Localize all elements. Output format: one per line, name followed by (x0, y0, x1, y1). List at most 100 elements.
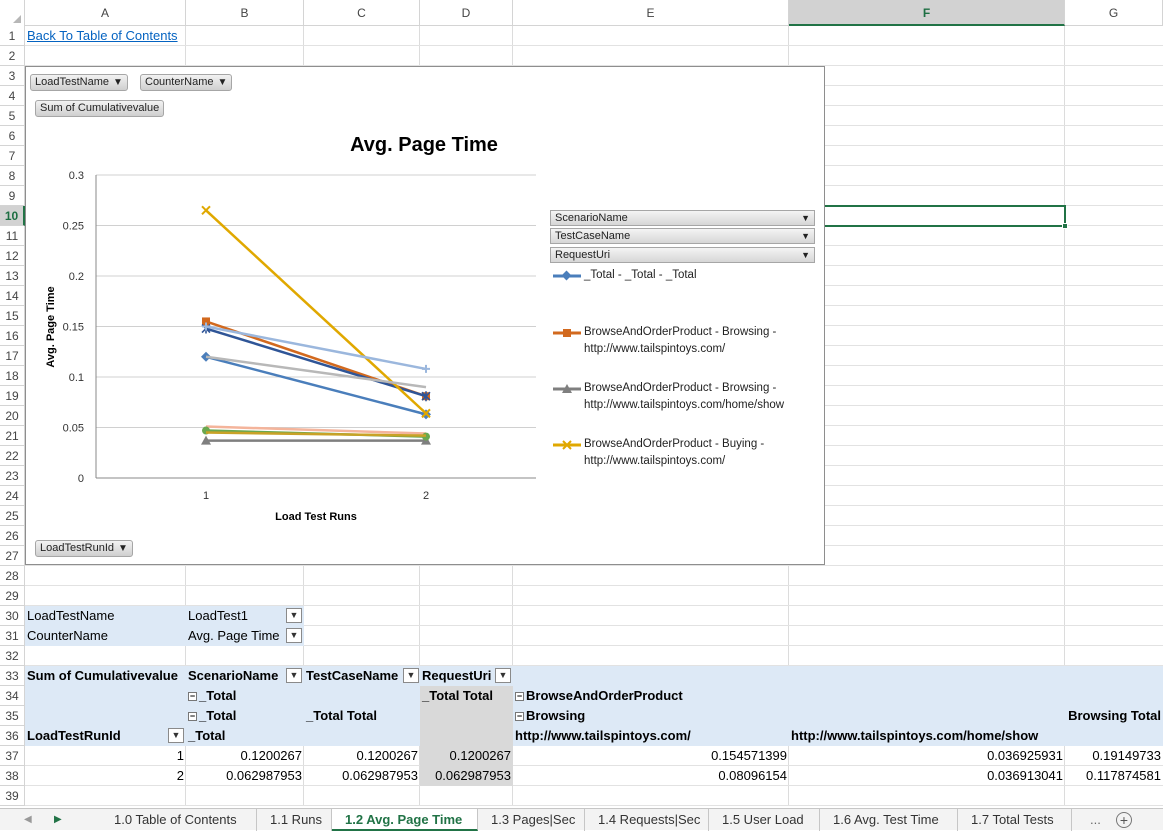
sheet-tab[interactable]: 1.0 Table of Contents (101, 809, 257, 831)
pivot-row-id[interactable]: 2 (176, 768, 184, 783)
sheet-tab[interactable]: 1.2 Avg. Page Time (332, 809, 478, 831)
select-all-corner[interactable] (0, 0, 25, 26)
pivot-group-total-1[interactable]: − _Total (186, 686, 304, 706)
collapse-icon[interactable]: − (188, 711, 197, 722)
row-header-23[interactable]: 23 (0, 466, 25, 486)
pivot-cell[interactable]: 0.1200267 (240, 748, 302, 763)
row-header-35[interactable]: 35 (0, 706, 25, 726)
sheet-tab[interactable]: 1.4 Requests|Sec (585, 809, 709, 831)
column-header-a[interactable]: A (25, 0, 186, 26)
column-header-b[interactable]: B (186, 0, 304, 26)
collapse-icon[interactable]: − (515, 711, 524, 722)
x-axis-title: Load Test Runs (275, 511, 357, 523)
row-header-24[interactable]: 24 (0, 486, 25, 506)
row-header-37[interactable]: 37 (0, 746, 25, 766)
pivot-cell[interactable]: 0.1200267 (449, 748, 511, 763)
row-header-27[interactable]: 27 (0, 546, 25, 566)
sheet-tab[interactable]: 1.1 Runs (257, 809, 332, 831)
row-header-16[interactable]: 16 (0, 326, 25, 346)
sheet-tab[interactable]: 1.5 User Load (709, 809, 820, 831)
row-header-34[interactable]: 34 (0, 686, 25, 706)
column-header-d[interactable]: D (420, 0, 513, 26)
scenario-dropdown[interactable]: ▼ (286, 668, 302, 683)
pivot-cell[interactable]: 0.08096154 (718, 768, 787, 783)
row-header-12[interactable]: 12 (0, 246, 25, 266)
legend-field-testcasename[interactable]: TestCaseName ▼ (550, 228, 815, 244)
row-header-39[interactable]: 39 (0, 786, 25, 806)
row-field-dropdown[interactable]: ▼ (168, 728, 184, 743)
row-header-18[interactable]: 18 (0, 366, 25, 386)
column-header-f[interactable]: F (789, 0, 1065, 26)
row-header-32[interactable]: 32 (0, 646, 25, 666)
pivot-cell[interactable]: 0.036913041 (987, 768, 1063, 783)
legend-field-requesturi[interactable]: RequestUri ▼ (550, 247, 815, 263)
pivot-cell[interactable]: 0.062987953 (226, 768, 302, 783)
fill-handle[interactable] (1062, 223, 1068, 229)
row-header-36[interactable]: 36 (0, 726, 25, 746)
pivot-cell[interactable]: 0.062987953 (435, 768, 511, 783)
row-header-14[interactable]: 14 (0, 286, 25, 306)
pivot-cell[interactable]: 0.154571399 (711, 748, 787, 763)
column-header-g[interactable]: G (1065, 0, 1163, 26)
row-header-5[interactable]: 5 (0, 106, 25, 126)
row-header-25[interactable]: 25 (0, 506, 25, 526)
requesturi-dropdown[interactable]: ▼ (495, 668, 511, 683)
back-to-toc-link[interactable]: Back To Table of Contents (27, 28, 178, 43)
row-header-30[interactable]: 30 (0, 606, 25, 626)
chart-values-button[interactable]: Sum of Cumulativevalue (35, 100, 165, 117)
chart-filter-loadtestname[interactable]: LoadTestName ▼ (30, 74, 128, 91)
row-header-28[interactable]: 28 (0, 566, 25, 586)
pivot-group-total-2[interactable]: − _Total (186, 706, 304, 726)
selected-cell-f10[interactable] (789, 205, 1066, 227)
sheet-tab[interactable]: 1.3 Pages|Sec (478, 809, 585, 831)
row-header-33[interactable]: 33 (0, 666, 25, 686)
column-header-e[interactable]: E (513, 0, 789, 26)
filter-dropdown-countername[interactable]: ▼ (286, 628, 302, 643)
legend-text: http://www.tailspintoys.com/ (584, 343, 726, 355)
collapse-icon[interactable]: − (515, 691, 524, 702)
row-header-17[interactable]: 17 (0, 346, 25, 366)
pivot-chart[interactable]: LoadTestName ▼ CounterName ▼ Sum of Cumula… (25, 66, 825, 565)
scroll-tabs-left-icon[interactable]: ◀ (24, 814, 32, 825)
row-header-31[interactable]: 31 (0, 626, 25, 646)
row-header-3[interactable]: 3 (0, 66, 25, 86)
sheet-tab[interactable]: 1.7 Total Tests (958, 809, 1072, 831)
add-sheet-icon[interactable]: + (1116, 812, 1132, 828)
row-header-11[interactable]: 11 (0, 226, 25, 246)
row-header-15[interactable]: 15 (0, 306, 25, 326)
pivot-cell[interactable]: 0.19149733 (1092, 748, 1161, 763)
more-tabs-icon[interactable]: ... (1090, 812, 1101, 827)
row-header-29[interactable]: 29 (0, 586, 25, 606)
row-header-4[interactable]: 4 (0, 86, 25, 106)
row-header-38[interactable]: 38 (0, 766, 25, 786)
pivot-group-browsing[interactable]: − Browsing (513, 706, 789, 726)
scroll-tabs-right-icon[interactable]: ▶ (54, 814, 62, 825)
legend-field-scenarioname[interactable]: ScenarioName ▼ (550, 210, 815, 226)
column-header-c[interactable]: C (304, 0, 420, 26)
pivot-cell[interactable]: 0.036925931 (987, 748, 1063, 763)
row-header-22[interactable]: 22 (0, 446, 25, 466)
testcase-dropdown[interactable]: ▼ (403, 668, 419, 683)
collapse-icon[interactable]: − (188, 691, 197, 702)
pivot-cell[interactable]: 0.117874581 (1086, 768, 1161, 783)
row-header-21[interactable]: 21 (0, 426, 25, 446)
row-header-2[interactable]: 2 (0, 46, 25, 66)
row-header-26[interactable]: 26 (0, 526, 25, 546)
row-header-1[interactable]: 1 (0, 26, 25, 46)
row-header-13[interactable]: 13 (0, 266, 25, 286)
row-header-10[interactable]: 10 (0, 206, 25, 226)
chart-axis-field-button[interactable]: LoadTestRunId ▼ (35, 540, 133, 557)
row-header-20[interactable]: 20 (0, 406, 25, 426)
chart-filter-countername[interactable]: CounterName ▼ (140, 74, 233, 91)
pivot-cell[interactable]: 0.1200267 (356, 748, 418, 763)
row-header-8[interactable]: 8 (0, 166, 25, 186)
row-header-7[interactable]: 7 (0, 146, 25, 166)
sheet-tab[interactable]: 1.6 Avg. Test Time (820, 809, 958, 831)
row-header-19[interactable]: 19 (0, 386, 25, 406)
pivot-row-id[interactable]: 1 (176, 748, 184, 763)
pivot-cell[interactable]: 0.062987953 (342, 768, 418, 783)
pivot-group-browse[interactable]: − BrowseAndOrderProduct (513, 686, 789, 706)
filter-dropdown-loadtestname[interactable]: ▼ (286, 608, 302, 623)
row-header-6[interactable]: 6 (0, 126, 25, 146)
row-header-9[interactable]: 9 (0, 186, 25, 206)
